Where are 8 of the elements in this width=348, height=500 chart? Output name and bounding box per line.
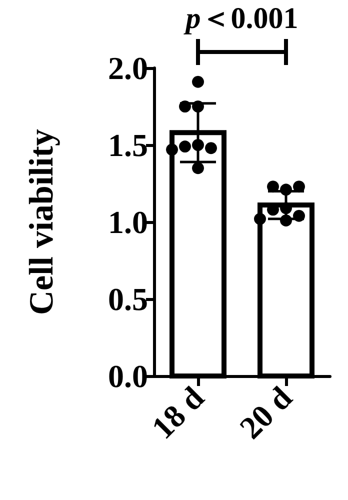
- y-tick-label: 1.0: [108, 204, 148, 240]
- y-tick-label: 0.0: [108, 358, 148, 394]
- y-tick-label: 1.5: [108, 127, 148, 163]
- y-tick-label: 0.5: [108, 281, 148, 317]
- text: p＜0.001: [184, 2, 300, 36]
- x-tick-label: 20 d: [232, 379, 299, 446]
- y-axis-title: Cell viability: [24, 128, 60, 316]
- y-tick-label: 2.0: [108, 50, 148, 86]
